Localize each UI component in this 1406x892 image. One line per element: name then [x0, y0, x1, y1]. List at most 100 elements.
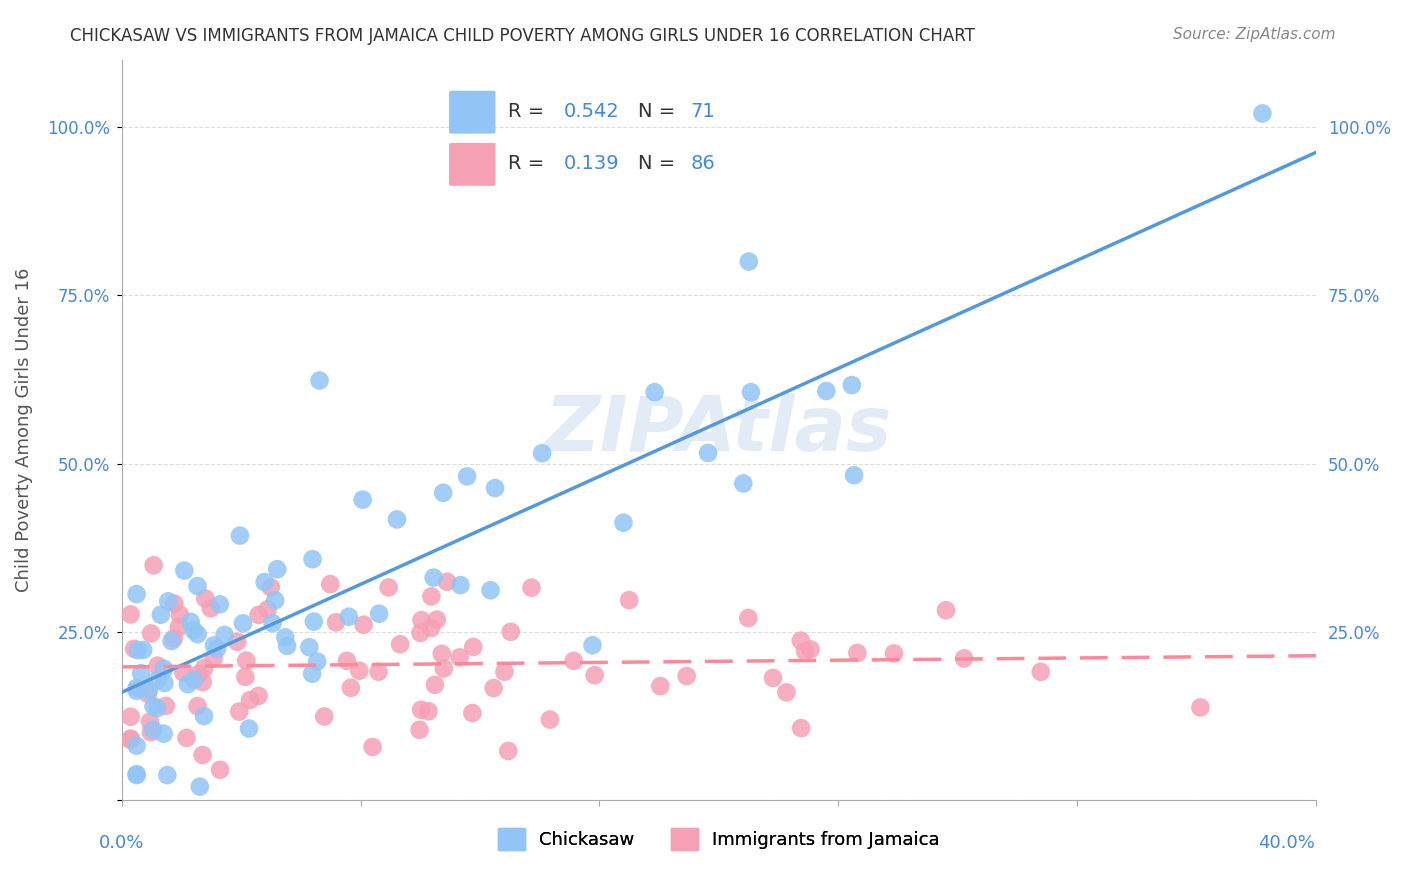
- Point: [247, 607, 270, 622]
- Point: [420, 621, 443, 635]
- Point: [353, 617, 375, 632]
- Point: [238, 722, 260, 736]
- Point: [208, 598, 231, 612]
- Point: [142, 723, 165, 737]
- Point: [436, 574, 458, 589]
- Point: [612, 516, 634, 530]
- Point: [247, 689, 270, 703]
- Point: [409, 625, 432, 640]
- Point: [256, 602, 278, 616]
- Point: [187, 627, 209, 641]
- Text: ZIPAtlas: ZIPAtlas: [546, 392, 893, 467]
- Text: 0.542: 0.542: [564, 102, 619, 121]
- Point: [411, 703, 433, 717]
- Point: [302, 615, 325, 629]
- Point: [538, 713, 561, 727]
- Point: [422, 571, 444, 585]
- Point: [169, 607, 191, 622]
- Point: [496, 744, 519, 758]
- Point: [239, 693, 262, 707]
- Point: [883, 647, 905, 661]
- Point: [142, 699, 165, 714]
- Point: [418, 704, 440, 718]
- Point: [264, 593, 287, 607]
- Point: [1189, 700, 1212, 714]
- Point: [738, 254, 761, 268]
- Point: [456, 469, 478, 483]
- Point: [463, 640, 485, 654]
- Text: 40.0%: 40.0%: [1258, 834, 1315, 852]
- Point: [377, 581, 399, 595]
- Point: [385, 512, 408, 526]
- Point: [426, 613, 449, 627]
- Point: [120, 732, 142, 747]
- Point: [411, 613, 433, 627]
- Point: [953, 651, 976, 665]
- Point: [173, 564, 195, 578]
- Point: [531, 446, 554, 460]
- Point: [125, 739, 148, 753]
- Point: [449, 650, 471, 665]
- Point: [142, 558, 165, 573]
- Point: [187, 667, 209, 681]
- Point: [191, 675, 214, 690]
- Legend: Chickasaw, Immigrants from Jamaica: Chickasaw, Immigrants from Jamaica: [491, 822, 948, 858]
- Point: [125, 767, 148, 781]
- Point: [193, 661, 215, 675]
- Point: [340, 681, 363, 695]
- Point: [167, 620, 190, 634]
- FancyBboxPatch shape: [449, 91, 495, 134]
- Text: Source: ZipAtlas.com: Source: ZipAtlas.com: [1173, 27, 1336, 42]
- Point: [172, 665, 194, 680]
- Point: [193, 709, 215, 723]
- Point: [229, 528, 252, 542]
- Point: [1251, 106, 1274, 120]
- Point: [209, 763, 232, 777]
- Point: [675, 669, 697, 683]
- Point: [180, 615, 202, 629]
- Point: [430, 647, 453, 661]
- Point: [308, 374, 330, 388]
- Point: [697, 446, 720, 460]
- Point: [253, 575, 276, 590]
- Point: [125, 587, 148, 601]
- Point: [583, 668, 606, 682]
- Point: [449, 578, 471, 592]
- Point: [186, 699, 208, 714]
- Text: R =: R =: [508, 102, 550, 121]
- Text: N =: N =: [638, 102, 682, 121]
- Point: [232, 616, 254, 631]
- Point: [644, 385, 666, 400]
- Point: [122, 641, 145, 656]
- Point: [125, 683, 148, 698]
- Point: [482, 681, 505, 695]
- Point: [499, 624, 522, 639]
- Point: [152, 726, 174, 740]
- Point: [461, 706, 484, 720]
- Point: [794, 644, 817, 658]
- Point: [260, 580, 283, 594]
- Point: [935, 603, 957, 617]
- Point: [1029, 665, 1052, 679]
- Point: [226, 635, 249, 649]
- Point: [842, 468, 865, 483]
- Text: N =: N =: [638, 154, 682, 173]
- Point: [361, 739, 384, 754]
- Point: [479, 583, 502, 598]
- Point: [194, 591, 217, 606]
- Point: [352, 492, 374, 507]
- Point: [163, 597, 186, 611]
- Point: [139, 725, 162, 739]
- Point: [349, 664, 371, 678]
- Point: [186, 579, 208, 593]
- Point: [520, 581, 543, 595]
- Text: CHICKASAW VS IMMIGRANTS FROM JAMAICA CHILD POVERTY AMONG GIRLS UNDER 16 CORRELAT: CHICKASAW VS IMMIGRANTS FROM JAMAICA CHI…: [70, 27, 976, 45]
- Point: [336, 654, 359, 668]
- Point: [200, 601, 222, 615]
- Text: 0.0%: 0.0%: [98, 834, 143, 852]
- Point: [191, 747, 214, 762]
- Point: [163, 631, 186, 645]
- Point: [562, 654, 585, 668]
- Point: [619, 593, 641, 607]
- Y-axis label: Child Poverty Among Girls Under 16: Child Poverty Among Girls Under 16: [15, 268, 32, 592]
